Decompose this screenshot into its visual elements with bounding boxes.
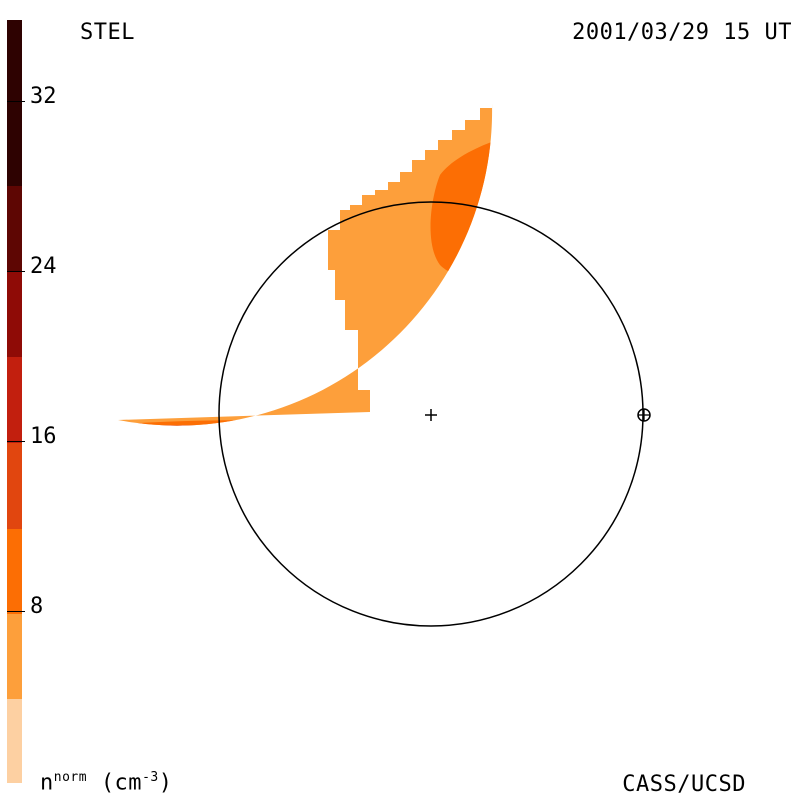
instrument-label: STEL — [80, 20, 135, 45]
colorbar — [7, 20, 22, 783]
colorbar-band-6 — [7, 271, 22, 357]
colorbar-tick-24 — [7, 271, 25, 272]
units-close: ) — [158, 770, 173, 796]
colorbar-band-5 — [7, 357, 22, 443]
sun-icon — [417, 401, 445, 429]
colorbar-tick-16 — [7, 441, 25, 442]
colorbar-band-8 — [7, 20, 22, 186]
units-superscript: norm — [53, 770, 88, 785]
density-level-3-swirl — [118, 415, 435, 426]
timestamp-label: 2001/03/29 15 UT — [572, 20, 792, 45]
density-level-4-swirl — [118, 418, 435, 426]
density-level-5-swirl — [260, 432, 427, 517]
density-level-1-bulge — [300, 500, 460, 571]
density-level-4-right-patch — [730, 420, 760, 520]
density-level-1-right-lobe — [445, 367, 493, 421]
earth-orbit-circle — [218, 201, 644, 627]
colorbar-tick-8 — [7, 611, 25, 612]
density-level-6-core — [380, 428, 429, 473]
earth-icon — [637, 408, 651, 422]
units-label: nnorm (cm-3) — [40, 770, 172, 795]
density-level-3-small-patch — [450, 426, 472, 439]
colorbar-tick-32 — [7, 101, 25, 102]
colorbar-band-2 — [7, 614, 22, 699]
units-paren: (cm — [100, 770, 143, 796]
density-level-3-outer-band — [430, 130, 493, 426]
units-exponent: -3 — [142, 770, 159, 785]
colorbar-band-3 — [7, 529, 22, 614]
colorbar-band-1 — [7, 699, 22, 783]
colorbar-tick-label-16: 16 — [30, 424, 57, 449]
credit-label: CASS/UCSD — [622, 772, 746, 797]
colorbar-band-7 — [7, 186, 22, 271]
colorbar-tick-label-32: 32 — [30, 84, 57, 109]
density-level-1-lower-left — [110, 460, 442, 561]
colorbar-tick-label-8: 8 — [30, 594, 44, 619]
units-symbol: n — [40, 770, 54, 796]
colorbar-tick-label-24: 24 — [30, 254, 57, 279]
colorbar-band-4 — [7, 443, 22, 529]
density-level-1-far-left — [110, 470, 304, 680]
